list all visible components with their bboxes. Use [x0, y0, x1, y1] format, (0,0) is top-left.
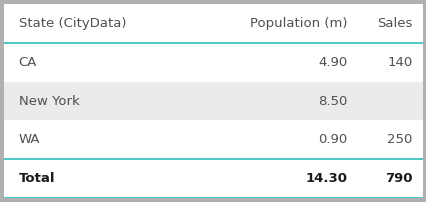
Text: 790: 790	[384, 172, 412, 185]
Text: 0.90: 0.90	[318, 133, 347, 146]
Text: New York: New York	[19, 95, 79, 107]
Bar	[4, 43, 422, 82]
Text: Population (m): Population (m)	[250, 17, 347, 30]
Text: 14.30: 14.30	[305, 172, 347, 185]
Bar	[4, 159, 422, 198]
Bar	[4, 4, 422, 43]
Text: 140: 140	[386, 56, 412, 69]
Text: WA: WA	[19, 133, 40, 146]
Text: Total: Total	[19, 172, 55, 185]
Bar	[4, 120, 422, 159]
Text: 250: 250	[386, 133, 412, 146]
Text: 8.50: 8.50	[317, 95, 347, 107]
Bar	[4, 82, 422, 120]
Text: 4.90: 4.90	[318, 56, 347, 69]
Text: State (CityData): State (CityData)	[19, 17, 126, 30]
Text: CA: CA	[19, 56, 37, 69]
Text: Sales: Sales	[376, 17, 412, 30]
